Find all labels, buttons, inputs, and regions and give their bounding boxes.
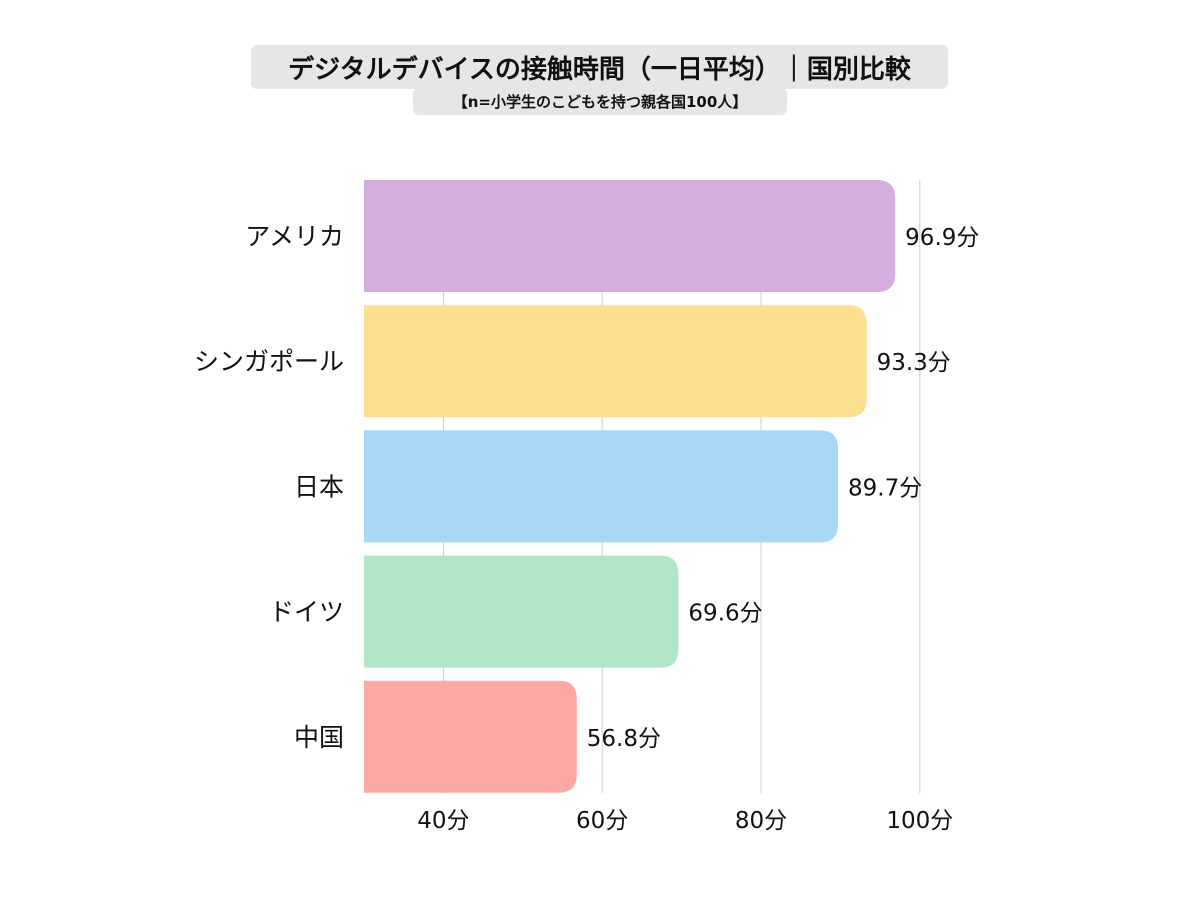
bar-3: [364, 555, 679, 668]
x-tick-label: 100分: [886, 808, 953, 834]
value-label: 56.8分: [587, 726, 661, 752]
category-label: ドイツ: [269, 598, 344, 627]
value-label: 93.3分: [877, 350, 951, 376]
category-label: 中国: [294, 723, 344, 752]
value-label: 89.7分: [848, 475, 922, 501]
bar-0: [364, 180, 896, 292]
bar-2: [364, 430, 839, 543]
x-tick-label: 80分: [735, 808, 787, 834]
category-label: 日本: [294, 472, 344, 501]
chart-title: デジタルデバイスの接触時間（一日平均）｜国別比較: [251, 45, 948, 89]
value-label: 96.9分: [905, 225, 979, 251]
x-tick-label: 60分: [576, 808, 628, 834]
x-tick-label: 40分: [417, 808, 469, 834]
chart-subtitle: 【n=小学生のこどもを持つ親各国100人】: [413, 88, 787, 115]
value-label: 69.6分: [688, 601, 762, 627]
bar-1: [364, 305, 867, 418]
category-label: シンガポール: [194, 347, 344, 376]
category-label: アメリカ: [245, 222, 344, 251]
bar-4: [364, 680, 577, 793]
